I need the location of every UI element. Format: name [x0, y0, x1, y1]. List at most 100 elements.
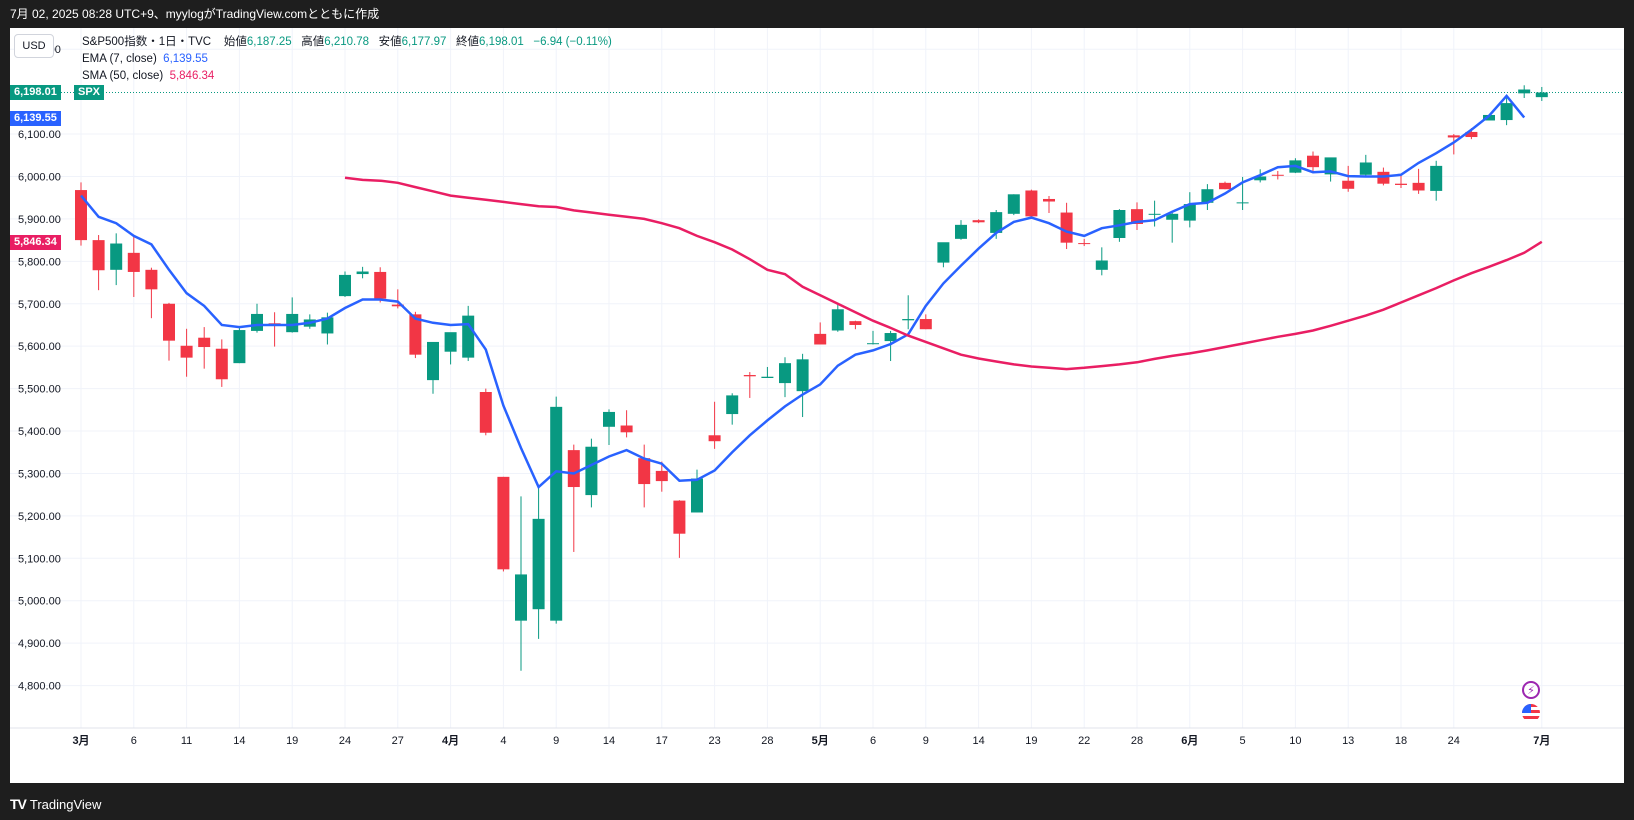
- candle-body: [1518, 89, 1531, 94]
- x-tick-label: 4: [500, 735, 506, 747]
- x-tick-label: 14: [233, 735, 245, 747]
- x-tick-label: 14: [972, 735, 984, 747]
- legend-close-label: 終値: [456, 36, 480, 48]
- legend-high-label: 高値: [301, 36, 325, 48]
- candle-body: [180, 345, 193, 358]
- candle-body: [286, 313, 299, 333]
- candle-body: [620, 425, 633, 433]
- candle-body: [708, 435, 721, 442]
- legend-close: 6,198.01: [479, 36, 524, 48]
- candle-body: [145, 269, 158, 290]
- candle-body: [479, 392, 492, 433]
- candle-body: [462, 315, 475, 358]
- candle-body: [1254, 176, 1267, 181]
- legend-low-label: 安値: [378, 36, 402, 48]
- legend-ema-label: EMA (7, close): [82, 53, 157, 65]
- candle-body: [1324, 157, 1337, 175]
- candle-body: [1078, 243, 1091, 245]
- legend-ema-value: 6,139.55: [163, 53, 208, 65]
- candle-body: [1183, 204, 1196, 221]
- candle-body: [814, 333, 827, 345]
- legend-open: 6,187.25: [246, 36, 292, 48]
- candle-body: [1219, 182, 1231, 190]
- candle-body: [972, 220, 985, 223]
- candle-body: [884, 333, 897, 342]
- symbol-tag: SPX: [74, 85, 105, 101]
- candlestick-chart[interactable]: 4,800.00 4,900.00 5,000.00 5,100.00 5,200.00…: [10, 28, 1624, 783]
- x-tick-label: 28: [1131, 735, 1143, 747]
- sma-price-tag: 5,846.34: [10, 234, 61, 250]
- x-tick-label: 5: [1240, 735, 1246, 747]
- candle-body: [1113, 210, 1126, 238]
- candle-body: [1201, 189, 1214, 203]
- candle-body: [1060, 212, 1073, 243]
- candle-body: [567, 450, 580, 488]
- candle-body: [1447, 135, 1460, 138]
- candle-body: [1166, 213, 1179, 220]
- candle-body: [356, 271, 369, 275]
- y-tick-label: 5,300.00: [18, 468, 61, 480]
- candle-body: [515, 574, 527, 621]
- candle-body: [1025, 190, 1038, 217]
- candle-body: [990, 212, 1003, 233]
- candle-body: [1007, 194, 1020, 214]
- candle-body: [550, 406, 563, 621]
- candle-body: [902, 319, 915, 321]
- x-tick-label: 5月: [812, 734, 829, 747]
- candle-body: [1377, 171, 1390, 184]
- y-tick-label: 5,500.00: [18, 384, 61, 396]
- x-tick-label: 9: [553, 735, 559, 747]
- x-tick-label: 6: [870, 735, 876, 747]
- legend-ema-row[interactable]: EMA (7, close) 6,139.55: [82, 51, 612, 68]
- candle-body: [321, 317, 334, 334]
- candle-body: [374, 271, 387, 299]
- candle-body: [673, 500, 686, 534]
- y-tick-label: 5,600.00: [18, 341, 61, 353]
- y-tick-label: 5,100.00: [18, 553, 61, 565]
- candle-body: [726, 395, 739, 415]
- candle-body: [427, 341, 439, 381]
- candle-body: [638, 458, 651, 485]
- y-tick-label: 6,000.00: [18, 171, 61, 183]
- sma-line: [344, 176, 1543, 371]
- candle-body: [1095, 260, 1108, 270]
- candle-body: [937, 242, 950, 263]
- candle-body: [919, 319, 932, 330]
- x-tick-label: 22: [1078, 735, 1090, 747]
- candle-body: [779, 363, 791, 384]
- candle-body: [497, 476, 510, 570]
- x-tick-label: 24: [1448, 735, 1460, 747]
- candle-body: [1412, 182, 1425, 191]
- chart-panel[interactable]: 4,800.00 4,900.00 5,000.00 5,100.00 5,200.00…: [10, 28, 1624, 783]
- x-tick-label: 9: [923, 735, 929, 747]
- footer-brand: TradingView: [29, 796, 102, 812]
- candle-body: [796, 359, 809, 392]
- x-tick-label: 13: [1342, 735, 1354, 747]
- legend-sma-value: 5,846.34: [169, 70, 215, 82]
- candle-body: [1535, 92, 1548, 98]
- candle-body: [127, 252, 140, 272]
- candle-body: [1043, 198, 1055, 202]
- bolt-icon[interactable]: ⚡: [1522, 681, 1540, 699]
- tradingview-logo-icon: TV: [10, 796, 27, 812]
- footer: TV TradingView: [10, 796, 101, 812]
- candle-body: [391, 304, 404, 307]
- candle-body: [743, 375, 756, 377]
- candle-body: [1307, 155, 1319, 168]
- currency-button[interactable]: USD: [14, 34, 54, 58]
- x-tick-label: 24: [339, 735, 351, 747]
- legend-sma-row[interactable]: SMA (50, close) 5,846.34: [82, 68, 612, 85]
- candle-body: [655, 470, 668, 482]
- us-flag-icon[interactable]: [1522, 704, 1540, 722]
- candle-body: [761, 376, 774, 378]
- y-tick-label: 4,800.00: [18, 681, 61, 693]
- x-tick-label: 11: [181, 735, 192, 747]
- last-price-tag: 6,198.01: [10, 85, 61, 101]
- candle-body: [444, 332, 457, 352]
- x-tick-label: 4月: [442, 734, 459, 747]
- candle-body: [163, 303, 175, 341]
- candle-body: [215, 348, 228, 380]
- ema-price-tag: 6,139.55: [10, 110, 61, 126]
- candle-body: [233, 330, 246, 364]
- x-tick-label: 19: [1025, 735, 1037, 747]
